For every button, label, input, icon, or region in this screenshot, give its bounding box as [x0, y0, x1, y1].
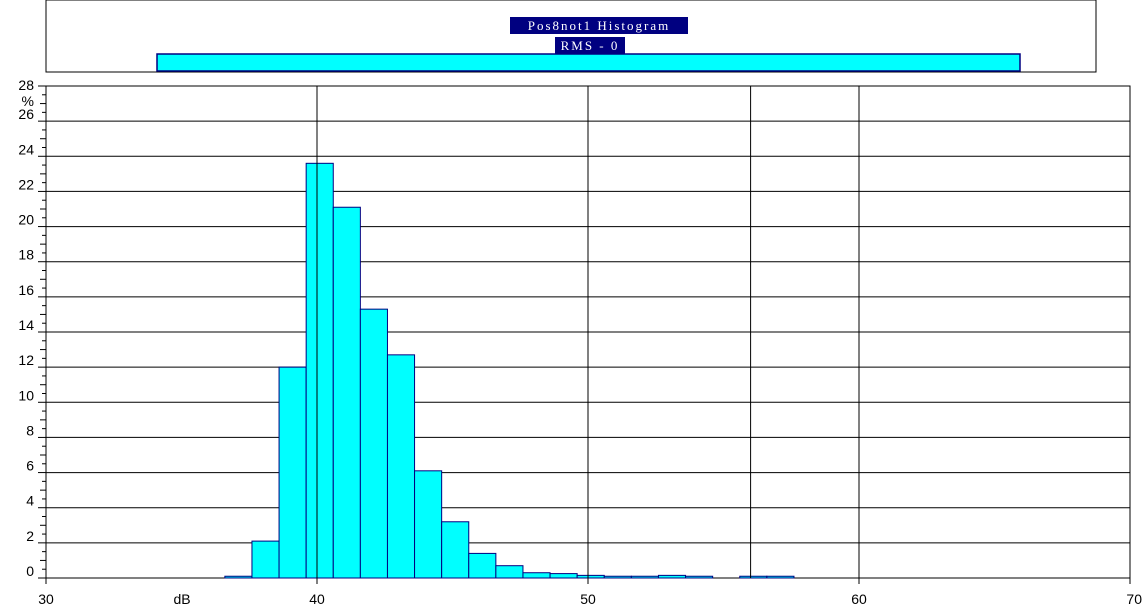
x-axis: 30 40 50 60 70 — [38, 578, 1142, 607]
y-tick-label: 22 — [18, 176, 34, 192]
histogram-bar — [549, 573, 578, 579]
histogram-bar — [359, 308, 388, 579]
histogram-bar — [305, 162, 334, 579]
histogram-bar — [278, 366, 307, 579]
x-tick-label: 30 — [38, 591, 54, 607]
histogram-bar — [657, 574, 687, 579]
y-axis-unit-label: % — [22, 93, 34, 109]
legend-label-background — [555, 37, 625, 54]
histogram-bar — [766, 575, 795, 579]
x-tick-label: 70 — [1126, 591, 1142, 607]
y-tick-label: 10 — [18, 387, 34, 403]
x-axis-unit-label: dB — [173, 591, 190, 607]
y-tick-label: 14 — [18, 317, 34, 333]
y-tick-label: 2 — [26, 528, 34, 544]
histogram-bar — [603, 575, 632, 579]
legend-series-label: RMS - 0 — [561, 38, 620, 53]
histogram-bar — [251, 540, 280, 579]
y-tick-label: 12 — [18, 352, 34, 368]
title-panel: Pos8not1 Histogram RMS - 0 — [45, 0, 1097, 73]
histogram-bar — [495, 565, 524, 579]
histogram-bar — [386, 354, 416, 579]
histogram-bar — [414, 470, 443, 579]
histogram-bar — [224, 575, 253, 579]
grid-lines — [46, 120, 1130, 544]
chart-title: Pos8not1 Histogram — [528, 18, 671, 33]
histogram-bar — [739, 575, 768, 579]
vertical-marker-lines — [316, 86, 860, 578]
histogram-bar — [630, 575, 659, 579]
histogram-bar — [468, 552, 497, 579]
legend-swatch-bar — [156, 53, 1021, 72]
y-tick-label: 8 — [26, 422, 34, 438]
histogram-bars — [224, 162, 795, 579]
x-tick-label: 60 — [851, 591, 867, 607]
histogram-bar — [441, 521, 470, 579]
y-tick-label: 4 — [26, 493, 34, 509]
y-tick-label: 0 — [26, 563, 34, 579]
y-tick-label: 26 — [18, 106, 34, 122]
y-tick-label: 18 — [18, 247, 34, 263]
histogram-bar — [576, 574, 605, 579]
histogram-bar — [685, 575, 714, 579]
histogram-bar — [332, 206, 361, 579]
y-tick-label: 16 — [18, 282, 34, 298]
y-tick-label: 20 — [18, 212, 34, 228]
x-tick-label: 40 — [309, 591, 325, 607]
y-tick-label: 24 — [18, 141, 34, 157]
chart-title-background — [510, 17, 688, 34]
x-tick-label: 50 — [580, 591, 596, 607]
histogram-bar — [522, 572, 551, 579]
y-tick-label: 6 — [26, 458, 34, 474]
y-tick-label: 28 — [18, 77, 34, 93]
